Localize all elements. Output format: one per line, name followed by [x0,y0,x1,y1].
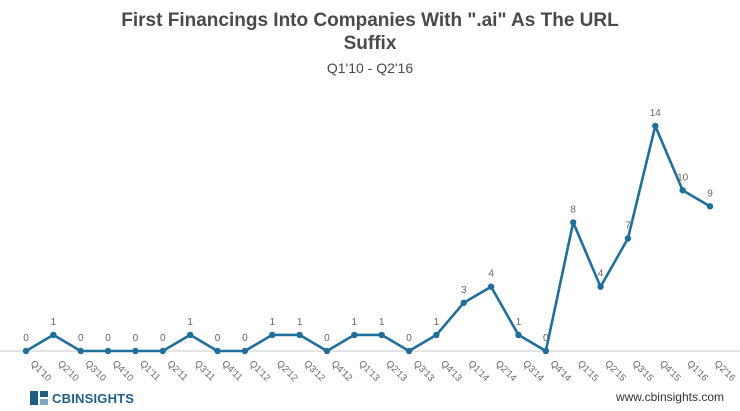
data-point [487,283,495,290]
footer-url: www.cbinsights.com [615,390,724,404]
x-tick-label: Q1'16 [685,358,711,384]
data-label: 0 [242,333,248,344]
brand-name: CBINSIGHTS [52,391,134,406]
data-point [186,331,194,339]
x-tick-label: Q3'12 [301,358,327,384]
data-point [405,347,413,355]
x-tick-label: Q1'10 [28,358,54,384]
x-tick-label: Q1'11 [137,358,162,383]
data-point [104,347,112,355]
data-label: 8 [570,204,576,215]
data-point [542,347,550,355]
data-point [460,299,467,306]
brand-suffix: INSIGHTS [71,390,135,406]
x-tick-label: Q2'12 [274,358,300,384]
x-tick-label: Q1'14 [466,358,492,384]
data-point [515,331,522,339]
data-label: 10 [677,172,689,183]
data-point [652,122,659,130]
x-tick-label: Q3'15 [630,358,656,384]
data-label: 1 [51,317,57,328]
data-point [597,283,604,290]
x-tick-label: Q2'13 [384,358,410,384]
x-tick-label: Q4'14 [548,358,574,384]
x-tick-label: Q1'13 [356,358,382,384]
x-tick-label: Q3'11 [192,358,217,383]
data-label: 1 [297,317,303,328]
data-label: 0 [133,333,139,344]
data-label: 1 [187,317,193,328]
data-label: 1 [434,317,440,328]
x-tick-label: Q3'10 [83,358,109,384]
data-label: 3 [461,285,467,296]
x-tick-label: Q2'15 [602,358,628,384]
series-line [25,124,711,353]
brand-prefix: CB [52,390,72,406]
data-label: 9 [707,188,713,199]
x-tick-label: Q2'10 [55,358,81,384]
data-label: 0 [406,333,412,344]
data-point [132,347,139,355]
x-tick-label: Q4'10 [110,358,136,384]
data-point [433,331,440,339]
chart-subtitle: Q1'10 - Q2'16 [326,60,414,76]
x-tick-label: Q2'11 [165,358,190,383]
x-tick-label: Q2'14 [493,358,519,384]
data-point [77,347,84,355]
data-point [351,331,358,339]
data-point [679,187,686,194]
x-tick-label: Q4'12 [329,358,355,384]
data-point [50,331,57,339]
data-label: 0 [215,333,221,344]
data-point [378,331,385,339]
data-label: 14 [650,108,662,119]
data-label: 0 [105,333,111,344]
data-point [706,203,714,210]
data-label: 0 [160,333,166,344]
chart-title: First Financings Into Companies With ".a… [121,10,619,31]
data-point [159,347,166,355]
data-point [269,331,276,339]
chart-title-line2: Suffix [343,33,397,54]
data-point [22,347,30,355]
x-tick-label: Q4'13 [438,358,464,384]
cbinsights-logo-icon [30,391,48,405]
data-label: 1 [516,317,522,328]
data-label: 0 [543,333,549,344]
x-tick-label: Q1'15 [575,358,601,384]
x-tick-label: Q4'11 [219,358,244,383]
data-label: 4 [598,269,604,280]
data-label: 0 [23,333,29,344]
x-tick-label: Q3'13 [411,358,437,384]
data-label: 0 [324,333,330,344]
data-label: 7 [625,221,631,232]
cbinsights-logo: CBINSIGHTS [30,390,134,406]
data-label: 1 [269,317,275,328]
data-point [624,235,632,242]
data-label: 1 [379,317,385,328]
data-label: 0 [78,333,84,344]
data-point [296,331,303,339]
data-label: 4 [488,269,494,280]
x-tick-label: Q1'12 [247,358,273,384]
data-point [241,347,249,355]
x-tick-label: Q4'15 [657,358,683,384]
data-point [570,219,577,226]
data-point [323,347,331,355]
x-tick-label: Q2'16 [712,358,738,384]
data-label: 1 [352,317,358,328]
data-point [214,347,221,355]
x-tick-label: Q3'14 [520,358,546,384]
